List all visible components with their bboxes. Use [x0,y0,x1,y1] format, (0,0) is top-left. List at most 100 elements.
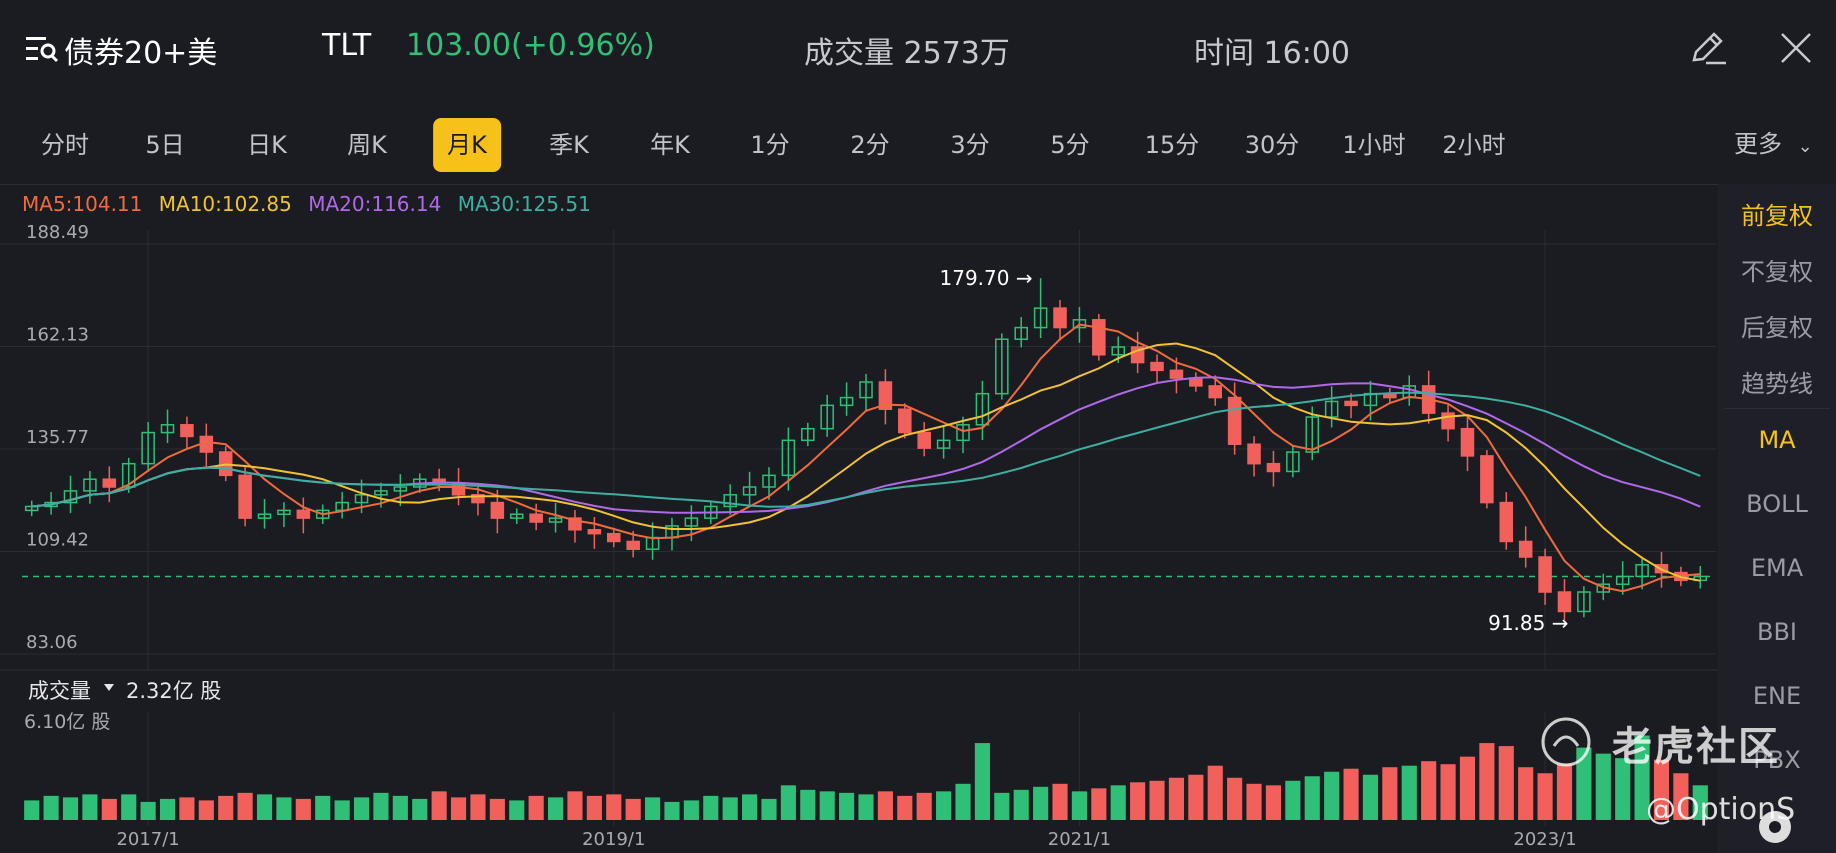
tab-5min[interactable]: 5分 [1050,131,1090,159]
candle [1693,565,1708,589]
ma10-line [31,342,1701,582]
volume-bar [1227,777,1243,820]
candle [1615,561,1630,595]
volume-bar [1091,788,1107,820]
tab-weekly-k[interactable]: 周K [347,131,387,159]
candle [141,422,155,472]
more-button[interactable]: 更多 ⌄ [1734,124,1813,159]
volume-bar [1052,783,1068,820]
candle-body [1014,326,1028,340]
tab-fenshi[interactable]: 分时 [41,131,89,159]
volume-bar [1188,774,1204,820]
volume-bar [1401,765,1417,820]
volume-bar [121,794,137,820]
x-axis-labels: 2017/1 2019/1 2021/1 2023/1 [116,829,1576,850]
candle-body [102,478,117,488]
candle [1092,313,1106,361]
side-item-forward-adjust[interactable]: 前复权 [1741,202,1813,230]
candle [1421,370,1436,424]
side-item-boll[interactable]: BOLL [1746,490,1808,518]
volume-bar [1110,785,1126,820]
candle-body [878,381,893,410]
candle [975,380,990,440]
candle-body [490,501,505,519]
watermark-text: 老虎社区 [1612,724,1780,770]
tab-2hour[interactable]: 2小时 [1442,131,1506,159]
side-item-ene[interactable]: ENE [1752,682,1802,710]
candle-body [956,424,970,442]
candle-body [1344,400,1358,407]
candle [878,369,893,425]
tab-1min[interactable]: 1分 [750,131,790,159]
volume-bar [237,792,253,820]
time-readout: 时间 16:00 [1194,36,1350,71]
candle-body [1286,451,1300,473]
volume-bar [1440,764,1456,820]
candle-body [1518,540,1533,558]
volume-bar [1576,747,1592,820]
tab-3min[interactable]: 3分 [950,131,990,159]
candle-body [587,529,602,535]
side-divider [1724,408,1830,409]
menu-search-icon[interactable] [26,34,60,64]
volume-bar [1265,785,1282,820]
volume-bar [101,798,117,820]
candle [587,516,602,549]
candle-body [995,338,1009,395]
candle [1247,436,1261,477]
camera-icon [1759,811,1791,843]
y-tick-label: 83.06 [26,632,78,653]
candle-body [141,431,155,465]
volume-bar [1692,785,1708,820]
tab-monthly-k[interactable]: 月K [433,118,501,172]
candle-body [296,509,311,519]
volume-bar [703,795,719,820]
caret-down-icon[interactable] [104,684,114,691]
candle-body [1635,564,1649,578]
side-item-bbi[interactable]: BBI [1756,618,1797,646]
volume-bar [606,794,622,820]
side-item-pbx[interactable]: PBX [1753,746,1801,774]
volume-bar [528,795,544,820]
volume-bar [1304,776,1320,820]
side-item-ma[interactable]: MA [1758,426,1796,454]
volume-bar [315,795,331,820]
candle [607,527,621,548]
tab-2min[interactable]: 2分 [850,131,890,159]
candle-body [1538,556,1552,593]
instrument-name: 债券20+美 [64,36,218,71]
volume-bar [1149,780,1165,820]
side-item-no-adjust[interactable]: 不复权 [1741,258,1813,286]
candle [1150,354,1164,384]
close-icon[interactable] [1778,30,1814,66]
side-item-ema[interactable]: EMA [1750,554,1804,582]
candle-body [898,408,912,434]
candle-body [471,494,485,504]
volume-bar [1033,786,1049,820]
tab-5day[interactable]: 5日 [145,131,185,159]
pencil-icon[interactable] [1688,30,1728,66]
ma-legend: MA5:104.11 MA10:102.85 MA20:116.14 MA30:… [22,192,601,216]
volume-bar [1071,791,1087,820]
volume-bar [1615,758,1631,820]
side-item-backward-adjust[interactable]: 后复权 [1741,314,1813,342]
volume-max-label: 6.10亿 股 [24,711,110,733]
candlestick-chart[interactable]: 188.49 162.13 135.77 109.42 83.06 2017/1 2019… [0,0,1718,853]
tab-30min[interactable]: 30分 [1244,131,1300,159]
candle-body [1305,416,1320,453]
candle-body [1480,455,1494,504]
volume-bar [353,797,370,820]
volume-bar [1285,780,1301,820]
volume-bar [1498,746,1514,820]
tab-quarterly-k[interactable]: 季K [549,131,589,159]
tab-daily-k[interactable]: 日K [247,131,287,159]
side-item-trendline[interactable]: 趋势线 [1741,370,1813,398]
header-bar: 债券20+美 TLT 103.00(+0.96%) 成交量 2573万 时间 1… [0,0,1836,100]
candle [180,416,194,450]
ticker-symbol: TLT [322,28,372,63]
tab-yearly-k[interactable]: 年K [650,131,690,159]
low-price-annotation: 91.85 → [1488,611,1568,635]
tab-15min[interactable]: 15分 [1144,131,1200,159]
tab-1hour[interactable]: 1小时 [1342,131,1406,159]
candle [1499,492,1514,550]
